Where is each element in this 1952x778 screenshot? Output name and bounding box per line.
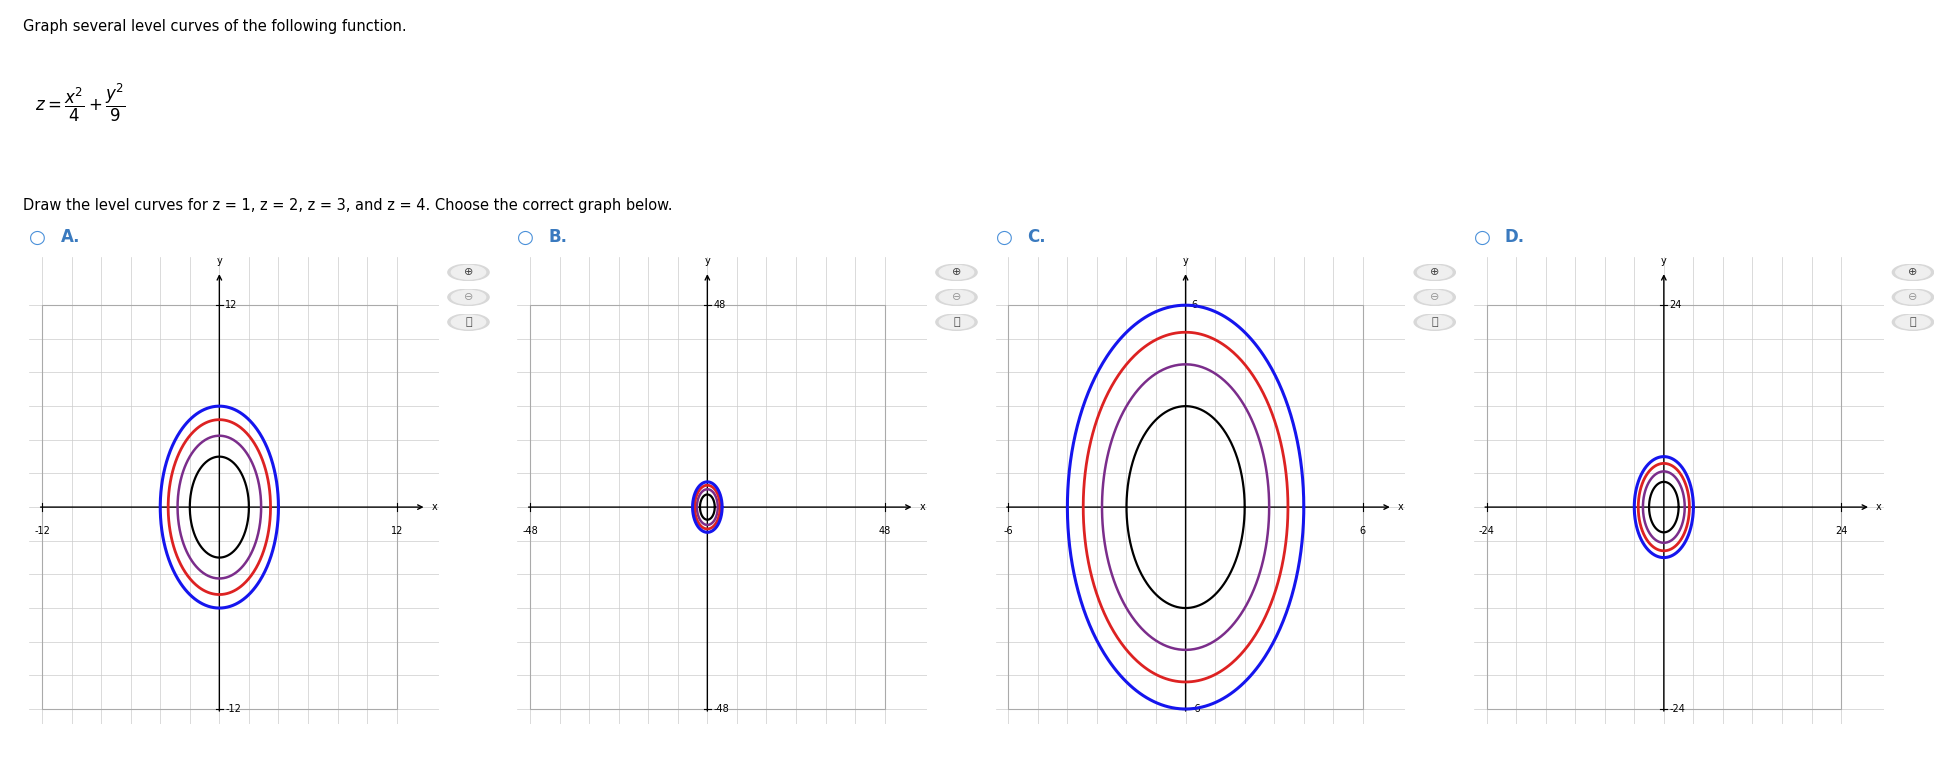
Text: ⊕: ⊕ [465,268,472,277]
Text: ⧉: ⧉ [1431,317,1439,327]
Circle shape [1895,315,1931,329]
Text: $z = \dfrac{x^2}{4} + \dfrac{y^2}{9}$: $z = \dfrac{x^2}{4} + \dfrac{y^2}{9}$ [35,82,127,124]
Text: y: y [1183,257,1189,266]
Text: ⧉: ⧉ [1909,317,1917,327]
Circle shape [935,314,978,331]
Text: B.: B. [549,228,568,247]
Text: 6: 6 [1361,526,1366,535]
Text: 48: 48 [878,526,890,535]
Text: ⊕: ⊕ [953,268,960,277]
Text: -48: -48 [712,704,728,714]
Circle shape [451,265,486,279]
Text: 24: 24 [1669,300,1683,310]
Text: Graph several level curves of the following function.: Graph several level curves of the follow… [23,19,408,34]
Circle shape [447,314,490,331]
Text: -12: -12 [33,526,51,535]
Circle shape [447,264,490,281]
Text: ⧉: ⧉ [465,317,472,327]
Circle shape [447,289,490,306]
Circle shape [1413,289,1456,306]
Text: x: x [1876,502,1882,512]
Circle shape [939,290,974,304]
Text: ○: ○ [1474,228,1491,247]
Circle shape [935,289,978,306]
Text: -24: -24 [1669,704,1687,714]
Circle shape [1417,315,1452,329]
Text: x: x [919,502,925,512]
Text: ⧉: ⧉ [953,317,960,327]
Text: ○: ○ [996,228,1013,247]
Text: 6: 6 [1191,300,1199,310]
Text: -12: -12 [224,704,242,714]
Bar [1487,305,1841,709]
Circle shape [1413,314,1456,331]
Circle shape [451,290,486,304]
Text: x: x [1398,502,1403,512]
Text: 12: 12 [390,526,402,535]
Circle shape [1417,265,1452,279]
Text: y: y [217,257,223,266]
Text: ⊕: ⊕ [1909,268,1917,277]
Text: ⊖: ⊖ [1909,293,1917,302]
Circle shape [1895,265,1931,279]
Circle shape [1413,264,1456,281]
Text: ⊕: ⊕ [1431,268,1439,277]
Circle shape [1895,290,1931,304]
Circle shape [939,265,974,279]
Text: D.: D. [1505,228,1525,247]
Text: x: x [431,502,437,512]
Text: ⊖: ⊖ [1431,293,1439,302]
Text: -6: -6 [1003,526,1013,535]
Text: ⊖: ⊖ [465,293,472,302]
Text: C.: C. [1027,228,1046,247]
Circle shape [1417,290,1452,304]
Text: -6: -6 [1191,704,1200,714]
Text: 12: 12 [224,300,238,310]
Text: Draw the level curves for z = 1, z = 2, z = 3, and z = 4. Choose the correct gra: Draw the level curves for z = 1, z = 2, … [23,198,673,213]
Circle shape [939,315,974,329]
Circle shape [935,264,978,281]
Bar [43,305,396,709]
Text: 48: 48 [712,300,726,310]
Text: y: y [705,257,711,266]
Circle shape [1891,289,1934,306]
Text: -48: -48 [523,526,539,535]
Text: y: y [1661,257,1667,266]
Bar [1009,305,1362,709]
Bar [531,305,884,709]
Text: 24: 24 [1835,526,1847,535]
Text: ⊖: ⊖ [953,293,960,302]
Text: ○: ○ [29,228,47,247]
Text: A.: A. [61,228,80,247]
Text: -24: -24 [1478,526,1495,535]
Text: ○: ○ [517,228,535,247]
Circle shape [451,315,486,329]
Circle shape [1891,314,1934,331]
Circle shape [1891,264,1934,281]
